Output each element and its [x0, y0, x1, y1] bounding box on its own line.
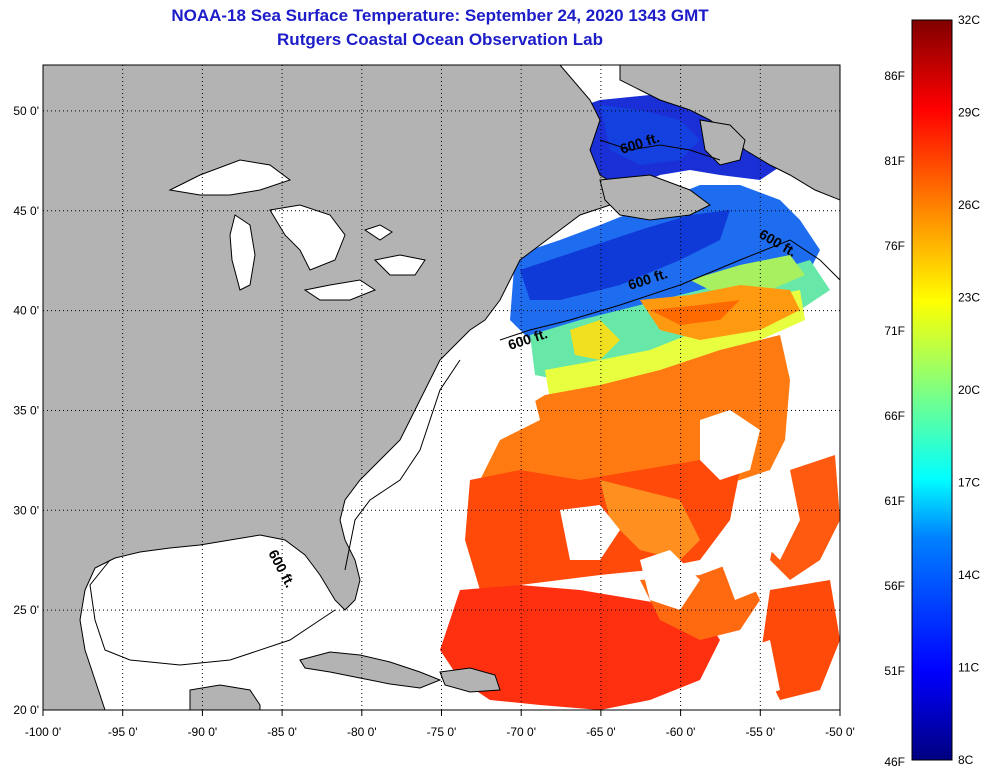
colorbar-celsius-label: 26C	[958, 198, 980, 212]
latitude-tick-label: 30 0'	[13, 503, 39, 517]
longitude-tick-label: -60 0'	[666, 725, 696, 739]
latitude-tick-labels: 50 0' 45 0' 40 0' 35 0' 30 0' 25 0' 20 0'	[13, 104, 39, 717]
colorbar	[911, 19, 953, 761]
longitude-tick-label: -100 0'	[25, 725, 61, 739]
colorbar-celsius-label: 17C	[958, 476, 980, 490]
colorbar-fahrenheit-label: 56F	[884, 579, 905, 593]
latitude-tick-label: 45 0'	[13, 204, 39, 218]
colorbar-fahrenheit-label: 66F	[884, 409, 905, 423]
colorbar-fahrenheit-label: 71F	[884, 324, 905, 338]
longitude-tick-label: -50 0'	[825, 725, 855, 739]
latitude-tick-label: 40 0'	[13, 304, 39, 318]
map-title: NOAA-18 Sea Surface Temperature: Septemb…	[171, 6, 709, 25]
longitude-tick-label: -95 0'	[108, 725, 138, 739]
colorbar-fahrenheit-label: 76F	[884, 239, 905, 253]
longitude-tick-label: -85 0'	[267, 725, 297, 739]
colorbar-celsius-label: 11C	[958, 661, 979, 675]
longitude-tick-label: -80 0'	[347, 725, 377, 739]
colorbar-fahrenheit-label: 86F	[884, 69, 905, 83]
latitude-tick-label: 20 0'	[13, 703, 39, 717]
colorbar-celsius-label: 23C	[958, 291, 980, 305]
colorbar-celsius-label: 20C	[958, 383, 980, 397]
colorbar-fahrenheit-label: 81F	[884, 154, 905, 168]
latitude-tick-label: 25 0'	[13, 603, 39, 617]
map-grid	[43, 65, 840, 710]
colorbar-fahrenheit-label: 51F	[884, 664, 905, 678]
longitude-tick-label: -55 0'	[745, 725, 775, 739]
colorbar-celsius-label: 32C	[958, 13, 980, 27]
latitude-tick-label: 35 0'	[13, 403, 39, 417]
colorbar-celsius-label: 14C	[958, 568, 980, 582]
colorbar-fahrenheit-label: 46F	[884, 755, 905, 769]
colorbar-fahrenheit-labels: 86F 81F 76F 71F 66F 61F 56F 51F 46F	[884, 69, 905, 769]
sst-field	[440, 90, 840, 710]
map-subtitle: Rutgers Coastal Ocean Observation Lab	[277, 30, 603, 49]
longitude-tick-labels: -100 0' -95 0' -90 0' -85 0' -80 0' -75 0' -70…	[25, 710, 855, 739]
colorbar-celsius-labels: 32C 29C 26C 23C 20C 17C 14C 11C 8C	[958, 13, 980, 767]
longitude-tick-label: -70 0'	[506, 725, 536, 739]
longitude-tick-label: -90 0'	[188, 725, 218, 739]
latitude-tick-label: 50 0'	[13, 104, 39, 118]
colorbar-celsius-label: 8C	[958, 753, 974, 767]
great-lakes	[168, 159, 426, 301]
longitude-tick-label: -65 0'	[586, 725, 616, 739]
colorbar-celsius-label: 29C	[958, 106, 980, 120]
map-area: 600 ft. 600 ft. 600 ft. 600 ft. 600 ft.	[43, 65, 840, 710]
land	[43, 65, 840, 710]
colorbar-fahrenheit-label: 61F	[884, 494, 905, 508]
isobath-600ft	[89, 139, 840, 666]
longitude-tick-label: -75 0'	[427, 725, 457, 739]
